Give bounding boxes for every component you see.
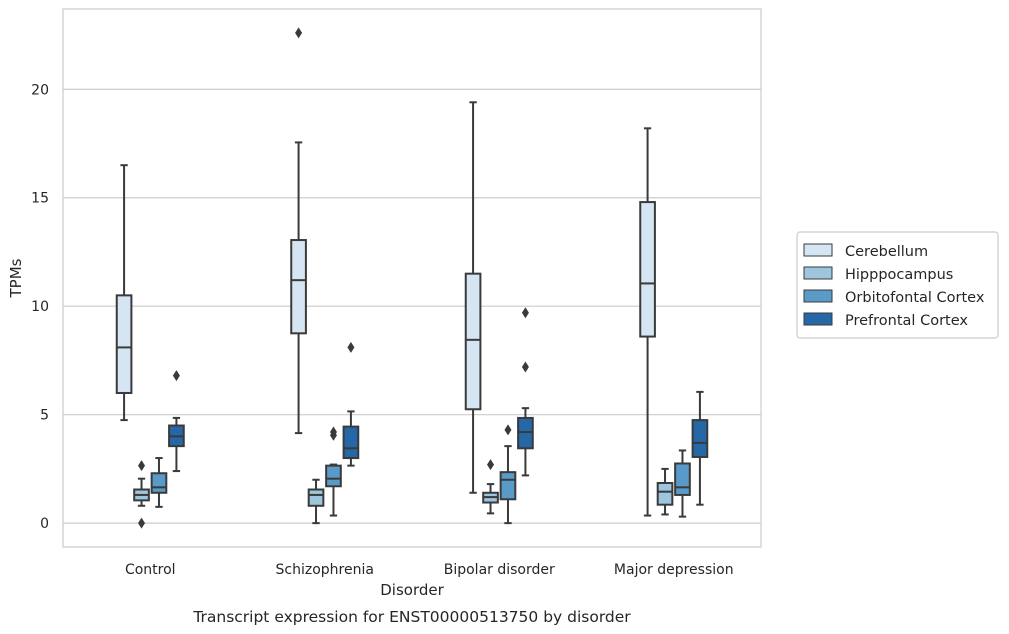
box xyxy=(499,471,517,501)
box-groups xyxy=(115,27,709,529)
legend: Cerebellum Hipppocampus Orbitofontal Corte… xyxy=(796,231,999,339)
box xyxy=(639,201,656,338)
box xyxy=(691,419,709,458)
category-group xyxy=(115,164,185,529)
box xyxy=(115,294,133,394)
x-tick-label: Schizophrenia xyxy=(276,562,374,578)
x-axis-label: Disorder xyxy=(380,581,444,599)
chart-caption: Transcript expression for ENST0000051375… xyxy=(192,608,631,626)
category-group xyxy=(290,27,360,525)
y-tick-label: 10 xyxy=(31,299,49,315)
outlier-point xyxy=(138,460,146,472)
y-tick-label: 0 xyxy=(40,516,49,532)
legend-swatch xyxy=(803,289,833,303)
legend-label: Cerebellum xyxy=(845,244,928,260)
outlier-point xyxy=(487,459,495,471)
legend-frame xyxy=(796,231,999,339)
y-tick-label: 5 xyxy=(40,408,49,424)
outlier-point xyxy=(172,370,180,382)
box xyxy=(464,272,482,411)
box xyxy=(517,416,534,450)
box xyxy=(290,239,307,335)
box xyxy=(342,425,360,460)
category-group xyxy=(639,127,709,518)
grid-lines xyxy=(63,88,761,524)
x-tick-label: Major depression xyxy=(614,562,734,578)
outlier-point xyxy=(295,27,303,39)
outlier-point xyxy=(521,307,529,319)
legend-label: Orbitofontal Cortex xyxy=(845,290,985,306)
x-tick-labels: Control Schizophrenia Bipolar disorder Majo… xyxy=(125,562,734,578)
box xyxy=(150,472,168,494)
x-tick-label: Bipolar disorder xyxy=(444,562,555,578)
legend-swatch xyxy=(803,243,833,257)
legend-swatch xyxy=(803,266,833,280)
y-tick-label: 20 xyxy=(31,82,49,98)
plot-area-frame xyxy=(62,8,762,548)
box xyxy=(674,462,691,496)
outlier-point xyxy=(347,341,355,353)
outlier-point xyxy=(504,424,512,436)
y-tick-label: 15 xyxy=(31,191,49,207)
box xyxy=(307,488,325,507)
x-tick-label: Control xyxy=(125,562,176,578)
outlier-point xyxy=(329,426,337,438)
legend-label: Hipppocampus xyxy=(845,267,953,283)
outlier-point xyxy=(521,361,529,373)
legend-label: Prefrontal Cortex xyxy=(845,313,968,329)
category-group xyxy=(464,101,534,525)
outlier-point xyxy=(138,517,146,529)
box xyxy=(656,482,674,506)
box xyxy=(325,464,342,488)
y-tick-labels: 0 5 10 15 20 xyxy=(31,82,49,532)
y-axis-label: TPMs xyxy=(7,258,25,298)
legend-swatch xyxy=(803,312,833,326)
